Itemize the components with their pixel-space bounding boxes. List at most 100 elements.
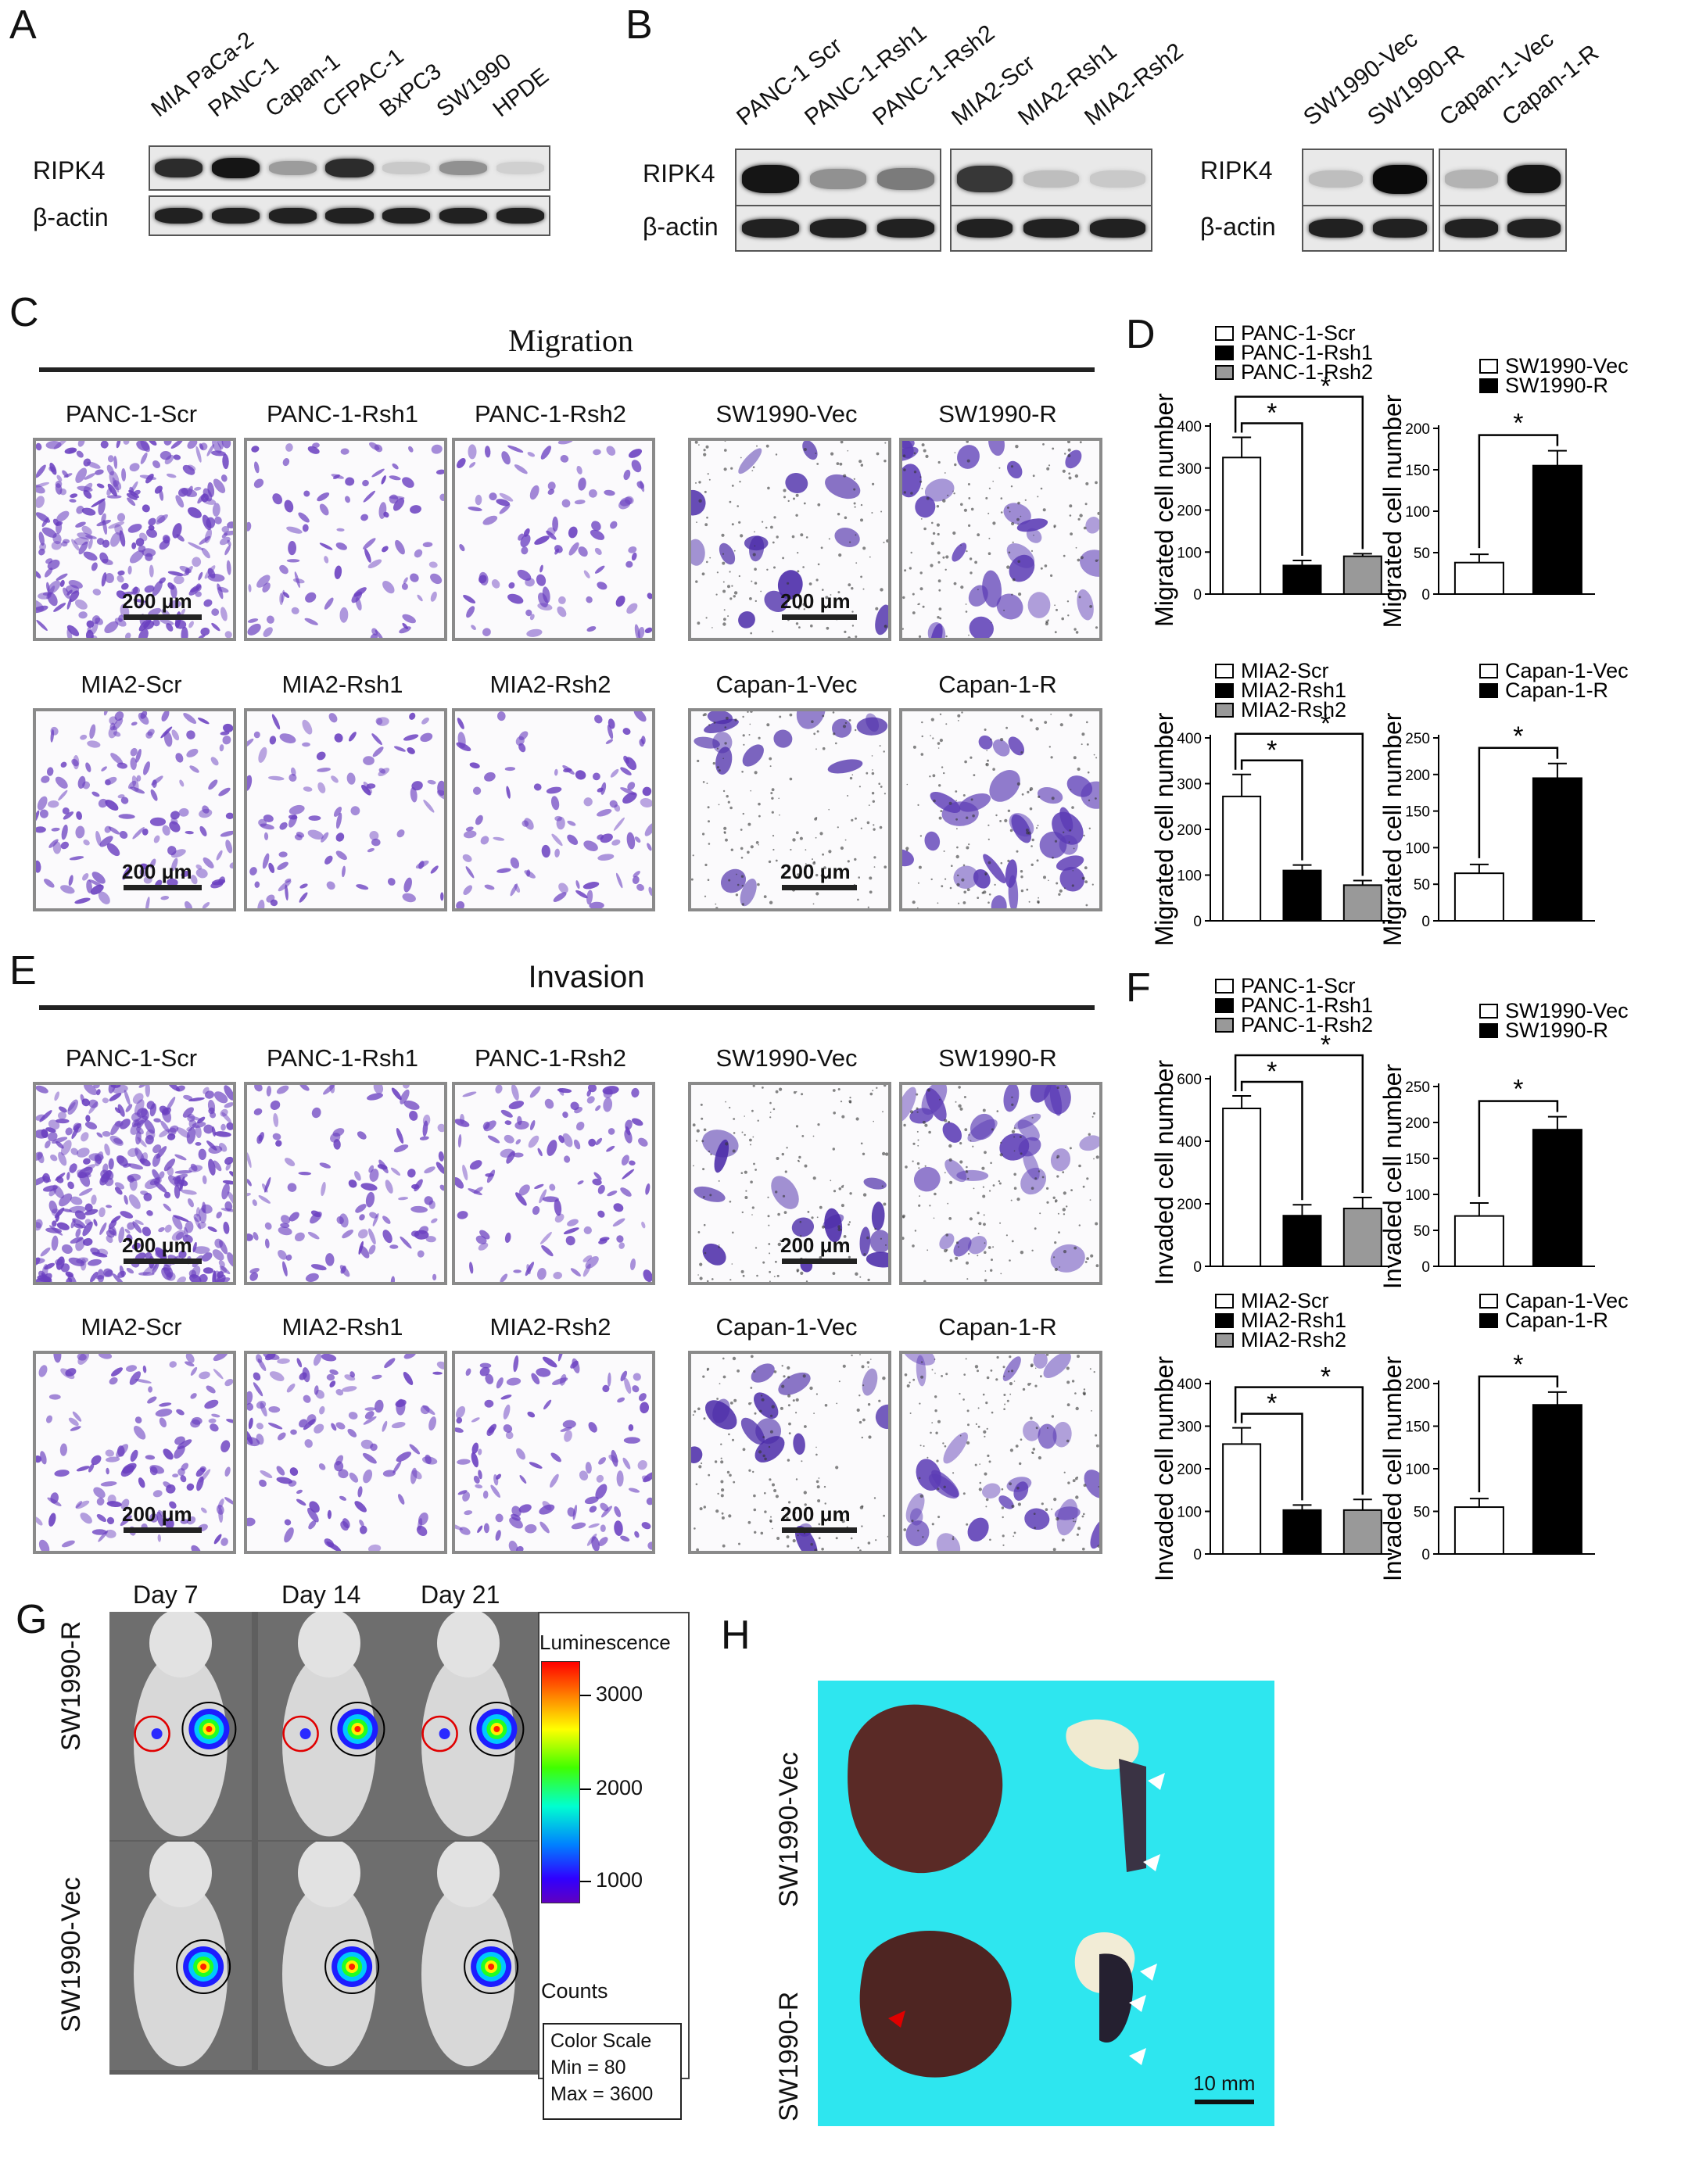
- micrograph: [899, 438, 1102, 641]
- legend-label: Capan-1-R: [1505, 1309, 1608, 1332]
- scale-bar: [1195, 2100, 1254, 2104]
- mouse-silhouette: [134, 1612, 237, 1837]
- y-tick-label: 200: [1177, 1462, 1202, 1478]
- row-label-ripk4: RIPK4: [643, 159, 715, 188]
- row-label-ripk4: RIPK4: [33, 156, 106, 184]
- scale-bar: [782, 614, 857, 620]
- y-tick-label: 100: [1177, 1505, 1202, 1521]
- legend-swatch: [1215, 1018, 1234, 1033]
- bar-panc-1-scr: [1222, 456, 1262, 595]
- y-tick-label: 200: [1177, 822, 1202, 839]
- y-tick-label: 150: [1405, 1151, 1430, 1168]
- y-tick-label: 0: [1193, 1259, 1202, 1276]
- micrograph-cells: [902, 711, 1099, 908]
- blot-band: [1507, 164, 1561, 194]
- legend-label: SW1990-R: [1505, 374, 1608, 397]
- legend-swatch: [1479, 683, 1498, 698]
- mouse-image: [109, 1842, 252, 2070]
- y-tick-label: 50: [1414, 546, 1430, 562]
- micrograph: 200 μm: [33, 438, 236, 641]
- scale-bar-label: 200 μm: [780, 589, 851, 613]
- significance-star: *: [1513, 721, 1523, 751]
- significance-star: *: [1513, 1075, 1523, 1105]
- micrograph: 200 μm: [33, 1082, 236, 1285]
- luminescence-title: Luminescence: [539, 1631, 671, 1654]
- micrograph-cells: [692, 1085, 888, 1282]
- arrowhead: [1143, 1854, 1160, 1871]
- scale-bar: [124, 1258, 202, 1264]
- significance-bracket: [1478, 1375, 1559, 1493]
- legend-swatch: [1215, 365, 1234, 380]
- significance-bracket: [1240, 759, 1303, 861]
- legend-label: PANC-1-Rsh2: [1241, 1013, 1373, 1037]
- blot-ripk4-b: [950, 149, 1152, 209]
- colorbar-tick: [580, 1695, 591, 1696]
- mouse-image: [109, 1612, 252, 1840]
- y-tick-label: 100: [1405, 504, 1430, 521]
- blot-band: [439, 160, 488, 176]
- micrograph-cells: [247, 442, 444, 638]
- legend-label: SW1990-Vec: [1505, 354, 1629, 378]
- micrograph-cells: [36, 441, 233, 638]
- scale-bar-label: 200 μm: [122, 1233, 192, 1257]
- micrograph-cells: [455, 1354, 652, 1551]
- y-tick-label: 600: [1177, 1072, 1202, 1088]
- scale-bar: [782, 1527, 857, 1533]
- y-axis-label: Invaded cell number: [1150, 1356, 1178, 1582]
- legend-swatch: [1215, 346, 1234, 360]
- micrograph-cells: [902, 1354, 1099, 1551]
- micrograph-title: PANC-1-Scr: [65, 1044, 198, 1072]
- micrograph-cells: [902, 1085, 1099, 1282]
- legend-swatch: [1215, 1313, 1234, 1328]
- y-tick-label: 150: [1405, 463, 1430, 479]
- blot-band: [1308, 219, 1363, 238]
- y-axis-label: Invaded cell number: [1378, 1356, 1407, 1582]
- y-tick-label: 400: [1177, 731, 1202, 747]
- blot-ripk4-a: [149, 145, 550, 191]
- day-label: Day 7: [133, 1581, 199, 1609]
- bar-capan-1-r: [1532, 777, 1582, 922]
- legend-swatch: [1479, 1023, 1498, 1038]
- liver-vec: [848, 1704, 1003, 1874]
- bar-mia2-scr: [1222, 795, 1262, 922]
- y-axis-label: Migrated cell number: [1150, 393, 1178, 627]
- significance-bracket: [1240, 1080, 1303, 1201]
- significance-star: *: [1267, 1057, 1277, 1087]
- y-axis-label: Invaded cell number: [1150, 1060, 1178, 1286]
- significance-star: *: [1267, 1389, 1277, 1419]
- significance-bracket: [1234, 1386, 1364, 1495]
- bar-sw1990-r: [1532, 1129, 1582, 1267]
- mouse-silhouette: [134, 1842, 231, 2067]
- blot-actin-b: [1302, 205, 1434, 252]
- colorbar-tick: [580, 1881, 591, 1882]
- legend-label: MIA2-Scr: [1241, 1289, 1329, 1312]
- significance-star: *: [1321, 709, 1331, 739]
- micrograph-title: SW1990-Vec: [715, 1044, 858, 1072]
- y-tick-label: 200: [1405, 1377, 1430, 1393]
- legend-label: MIA2-Rsh2: [1241, 1328, 1346, 1352]
- blot-band: [496, 207, 545, 224]
- blot-band: [956, 166, 1013, 192]
- mouse-silhouette: [421, 1612, 525, 1837]
- arrowhead: [1129, 2048, 1146, 2065]
- legend-swatch: [1215, 1294, 1234, 1309]
- scale-bar-label: 200 μm: [780, 1502, 851, 1526]
- legend-swatch: [1479, 1004, 1498, 1019]
- blot-band: [268, 207, 317, 224]
- legend-label: Capan-1-Vec: [1505, 659, 1629, 682]
- micrograph-cells: [902, 441, 1099, 638]
- day-label: Day 21: [421, 1581, 500, 1609]
- legend-label: MIA2-Rsh1: [1241, 678, 1346, 702]
- micrograph-cells: [247, 1085, 444, 1282]
- mouse-image: [397, 1612, 539, 1840]
- blot-band: [1089, 170, 1146, 188]
- blot-band: [154, 207, 203, 224]
- scale-bar-label: 200 μm: [780, 1233, 851, 1257]
- significance-bracket: [1234, 732, 1364, 876]
- spleen-r: [1099, 1953, 1134, 2043]
- micrograph-title: Capan-1-R: [938, 671, 1057, 698]
- micrograph-title: PANC-1-Rsh1: [266, 1044, 419, 1072]
- y-tick-label: 200: [1177, 503, 1202, 520]
- y-tick-label: 0: [1193, 587, 1202, 603]
- significance-star: *: [1267, 399, 1277, 428]
